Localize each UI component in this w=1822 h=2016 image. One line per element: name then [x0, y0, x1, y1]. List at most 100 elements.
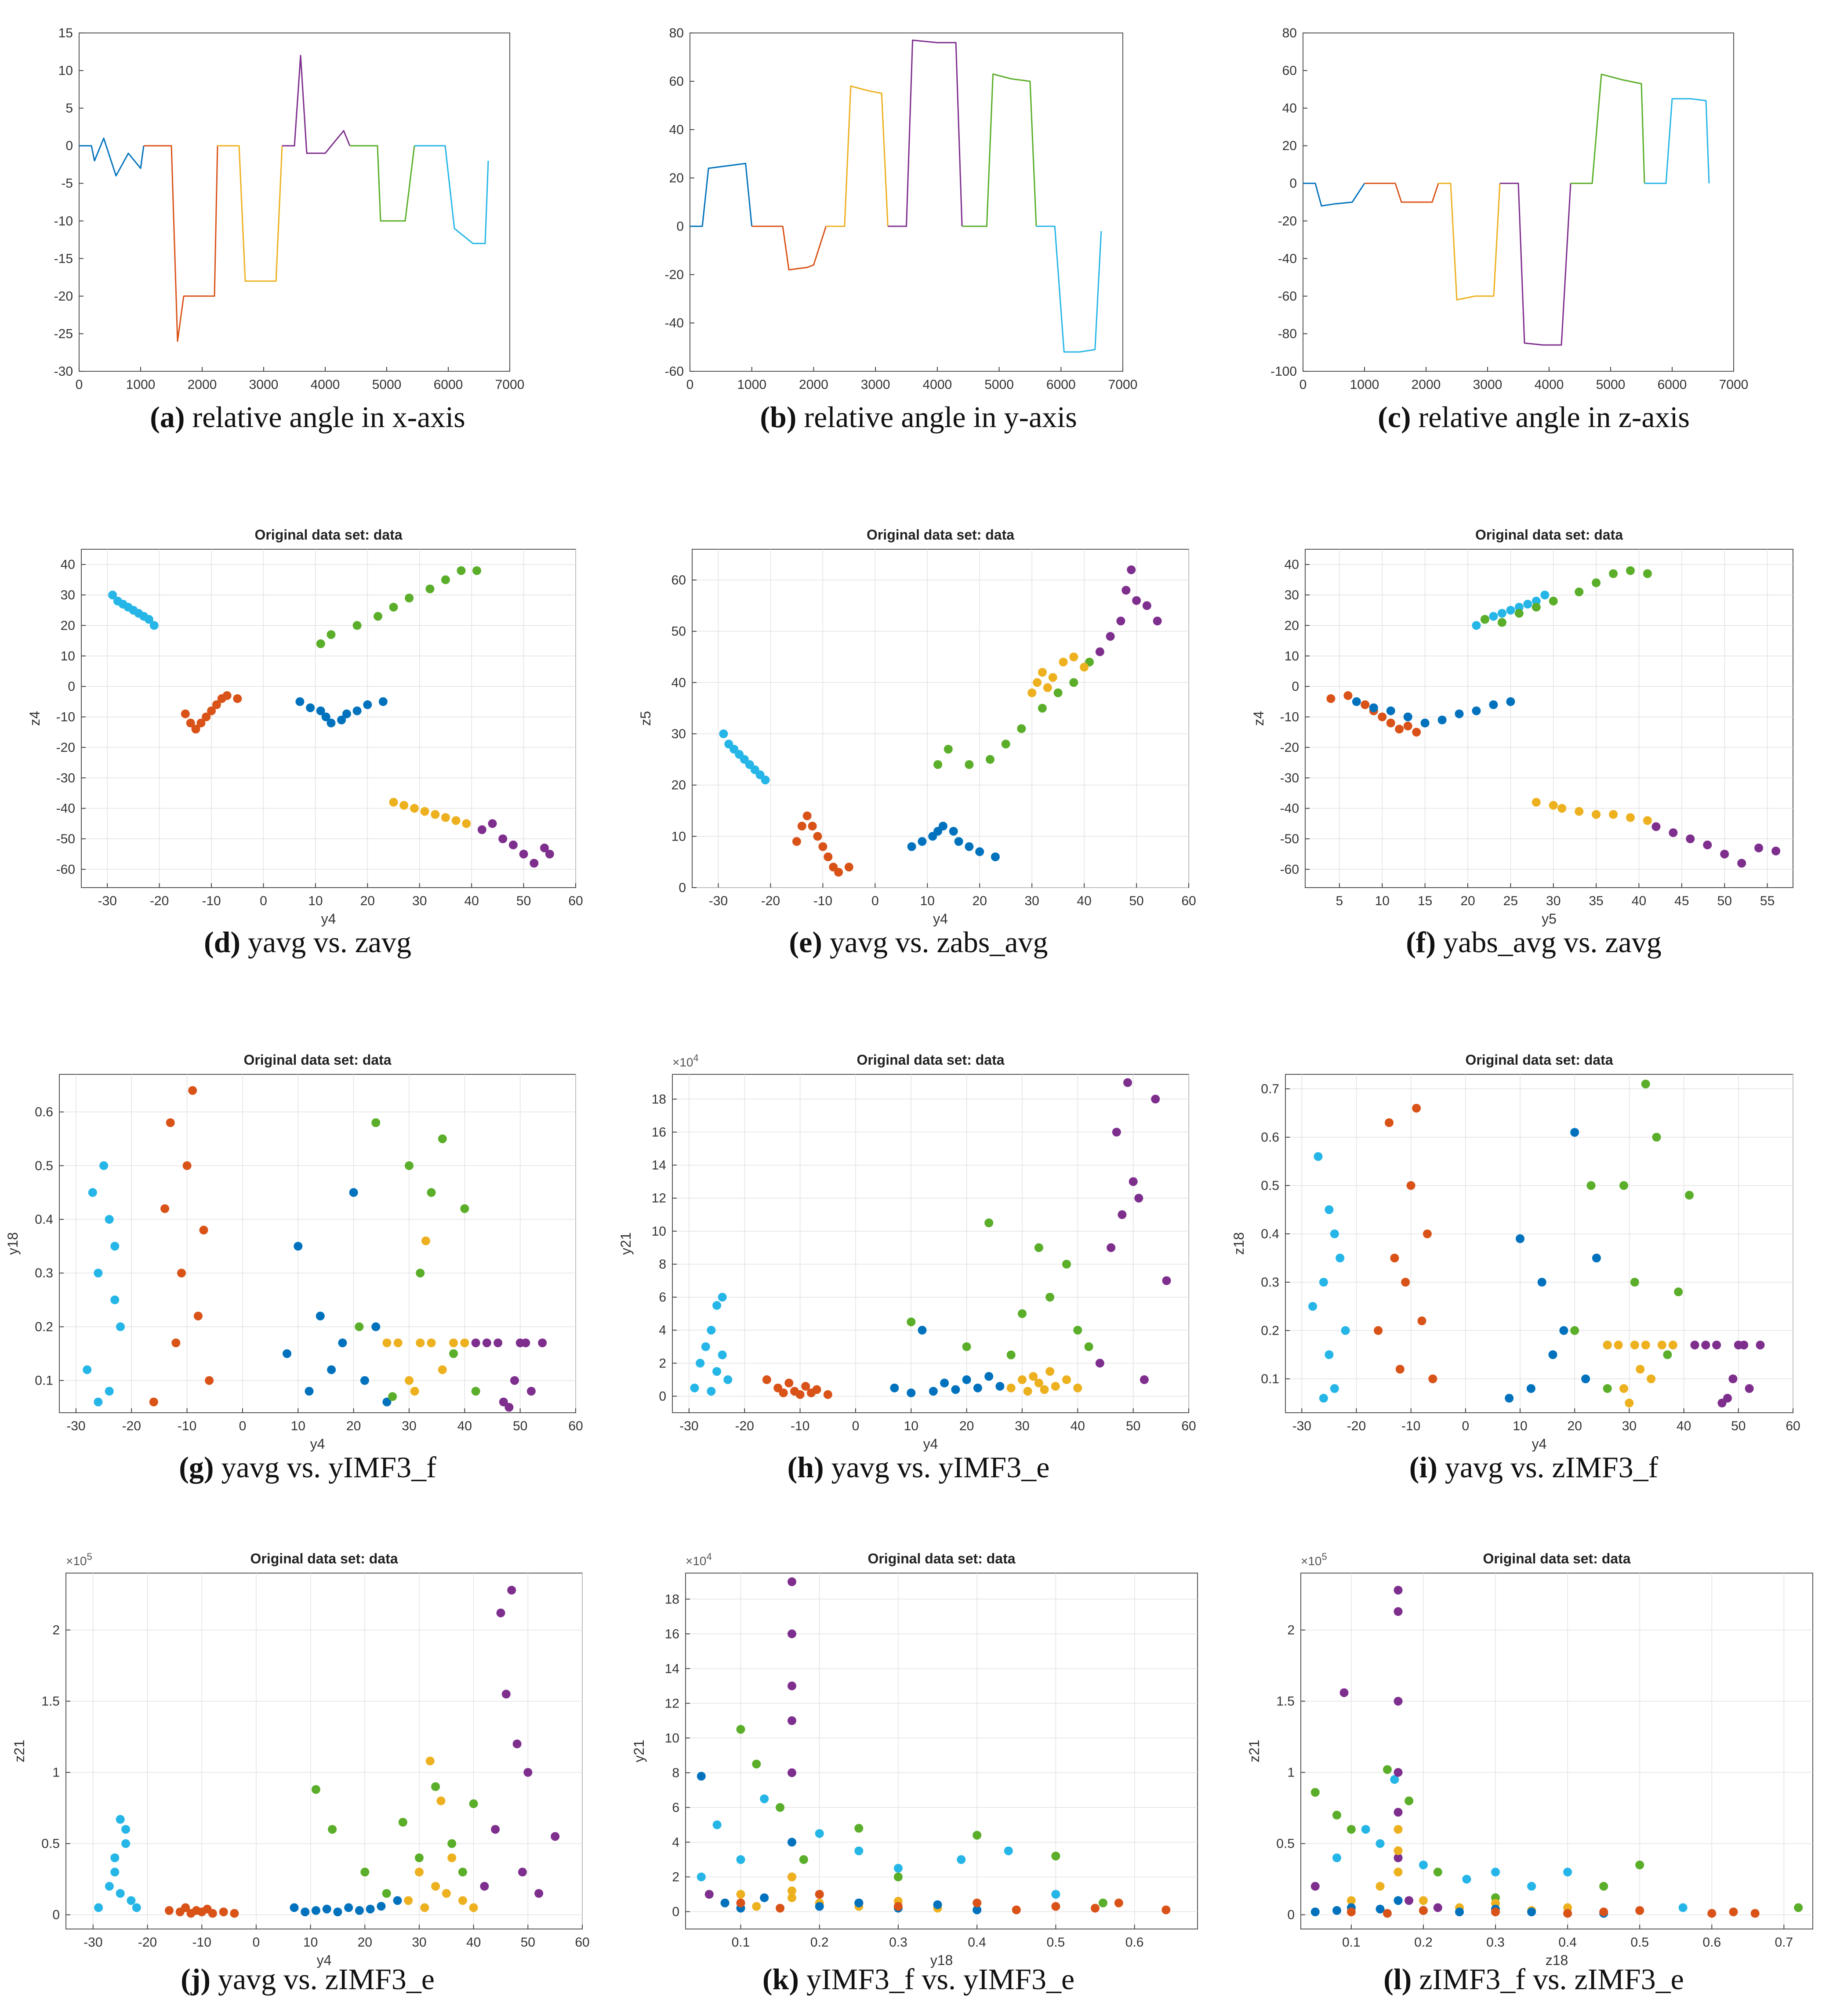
- y-tick-label: 0.5: [1276, 1837, 1295, 1851]
- point-blue: [337, 715, 346, 725]
- point-orange: [1383, 1909, 1392, 1918]
- x-tick-label: 7000: [495, 377, 525, 392]
- point-cyan: [1004, 1846, 1013, 1856]
- plot-area: [1285, 1074, 1793, 1413]
- x-tick-label: 40: [457, 1419, 472, 1433]
- y-tick-label: 1: [1287, 1766, 1295, 1780]
- point-green: [457, 566, 466, 575]
- point-purple: [510, 1376, 519, 1385]
- y-tick-label: 0: [672, 1904, 679, 1919]
- x-tick-label: 25: [1503, 894, 1518, 908]
- y-tick-label: -60: [665, 364, 684, 379]
- point-purple: [788, 1681, 796, 1690]
- point-orange: [1012, 1905, 1021, 1914]
- point-yellow: [1619, 1384, 1628, 1393]
- point-orange: [1423, 1229, 1432, 1238]
- y-tick-label: 60: [671, 573, 686, 587]
- x-axis-label: y4: [1532, 1436, 1547, 1452]
- point-blue: [342, 709, 351, 718]
- point-orange: [973, 1898, 982, 1907]
- y-tick-label: -60: [1280, 862, 1299, 877]
- x-tick-label: 60: [1181, 894, 1196, 908]
- point-cyan: [1336, 1254, 1345, 1262]
- point-green: [469, 1799, 478, 1808]
- panel-d: -30 -20 -10 0 10 20 30 40 50 60 -60 -50 -40 -30 -20 -10…: [27, 527, 583, 927]
- panel-g: -30 -20 -10 0 10 20 30 40 50 60 0.1 0.2 0.3 0.4 0.5 0.6…: [5, 1052, 583, 1452]
- point-blue: [382, 1397, 392, 1407]
- point-cyan: [1390, 1775, 1399, 1784]
- point-orange: [762, 1375, 771, 1384]
- x-tick-label: -10: [192, 1935, 211, 1950]
- point-blue: [788, 1838, 796, 1847]
- plot-area: [1300, 1573, 1813, 1929]
- point-purple: [480, 1882, 489, 1891]
- series-line-green: [962, 73, 1037, 227]
- y-tick-label: 18: [665, 1592, 679, 1606]
- x-tick-label: 20: [346, 1419, 361, 1433]
- point-green: [416, 1269, 425, 1278]
- point-blue: [393, 1896, 402, 1905]
- point-purple: [1690, 1341, 1699, 1349]
- point-blue: [1592, 1254, 1601, 1262]
- panel-b: 0 1000 2000 3000 4000 5000 6000 7000 -60 -40 -20 0 2…: [665, 26, 1138, 392]
- point-purple: [788, 1768, 796, 1777]
- point-cyan: [701, 1342, 710, 1351]
- point-yellow: [788, 1872, 796, 1882]
- point-cyan: [1489, 612, 1498, 621]
- point-blue: [1472, 706, 1481, 715]
- point-yellow: [736, 1890, 745, 1899]
- point-blue: [760, 1893, 769, 1902]
- y-tick-label: 14: [652, 1158, 666, 1173]
- series-line-cyan: [414, 145, 489, 244]
- point-purple: [1745, 1384, 1754, 1393]
- x-tick-label: 0: [1462, 1419, 1469, 1433]
- point-purple: [538, 1338, 547, 1348]
- point-cyan: [121, 1825, 131, 1834]
- point-green: [472, 566, 481, 575]
- x-tick-label: -10: [202, 894, 221, 908]
- point-blue: [378, 697, 388, 706]
- x-tick-label: 15: [1418, 894, 1432, 908]
- point-blue: [918, 1326, 927, 1335]
- x-tick-label: 0.5: [1047, 1935, 1065, 1950]
- x-tick-label: 0.6: [1702, 1935, 1721, 1950]
- point-yellow: [416, 1338, 425, 1348]
- point-orange: [893, 1902, 903, 1911]
- x-tick-label: 5000: [984, 377, 1014, 392]
- point-orange: [815, 1890, 824, 1899]
- y-tick-label: -10: [54, 214, 73, 228]
- point-orange: [813, 832, 822, 841]
- point-yellow: [1043, 683, 1052, 692]
- x-tick-label: 6000: [1046, 377, 1076, 392]
- point-orange: [1051, 1902, 1060, 1911]
- x-tick-label: -30: [66, 1419, 85, 1433]
- axis-exponent: ×104: [686, 1551, 712, 1568]
- y-tick-label: 2: [659, 1356, 666, 1371]
- point-orange: [182, 1161, 192, 1170]
- point-orange: [1563, 1909, 1572, 1918]
- point-purple: [471, 1338, 480, 1348]
- y-tick-label: 18: [652, 1092, 666, 1106]
- y-tick-label: 20: [61, 618, 75, 633]
- point-cyan: [132, 1903, 141, 1912]
- point-blue: [975, 847, 984, 856]
- caption-text: yavg vs. zavg: [240, 925, 412, 959]
- panel-c: 0 1000 2000 3000 4000 5000 6000 7000 -100 -80 -60 -…: [1270, 26, 1748, 392]
- y-tick-label: 0: [1289, 176, 1297, 191]
- y-tick-label: 80: [1282, 26, 1297, 40]
- point-green: [1034, 1243, 1043, 1252]
- point-purple: [530, 859, 539, 868]
- point-blue: [815, 1902, 824, 1911]
- series-line-cyan: [1036, 225, 1102, 353]
- caption-l: (l) zIMF3_f vs. zIMF3_e: [1261, 1962, 1806, 1997]
- y-tick-label: 16: [652, 1125, 666, 1139]
- y-tick-label: 16: [665, 1627, 679, 1641]
- point-blue: [1516, 1234, 1524, 1243]
- point-cyan: [88, 1188, 97, 1197]
- point-yellow: [1038, 668, 1047, 677]
- point-purple: [1754, 843, 1764, 852]
- point-cyan: [1514, 602, 1524, 612]
- point-green: [447, 1839, 457, 1848]
- y-tick-label: 15: [58, 26, 73, 40]
